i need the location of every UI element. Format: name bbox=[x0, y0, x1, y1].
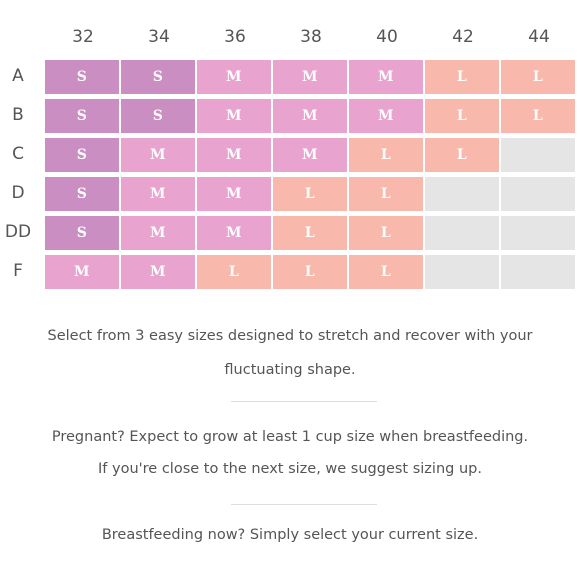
info-line-sizes: Select from 3 easy sizes designed to str… bbox=[47, 328, 533, 344]
size-cell-dd-34: M bbox=[121, 216, 195, 250]
cup-size-a: A bbox=[12, 66, 24, 86]
size-cell-a-34: S bbox=[121, 60, 195, 94]
size-cell-dd-44 bbox=[501, 216, 575, 250]
size-cell-c-34: M bbox=[121, 138, 195, 172]
size-cell-a-36: M bbox=[197, 60, 271, 94]
size-cell-c-36: M bbox=[197, 138, 271, 172]
size-cell-dd-36: M bbox=[197, 216, 271, 250]
size-cell-d-34: M bbox=[121, 177, 195, 211]
cup-size-b: B bbox=[12, 105, 24, 125]
size-cell-f-44 bbox=[501, 255, 575, 289]
band-size-32: 32 bbox=[72, 27, 94, 47]
size-cell-dd-42 bbox=[425, 216, 499, 250]
size-cell-d-44 bbox=[501, 177, 575, 211]
size-cell-f-36: L bbox=[197, 255, 271, 289]
size-cell-b-34: S bbox=[121, 99, 195, 133]
size-cell-b-38: M bbox=[273, 99, 347, 133]
size-cell-b-36: M bbox=[197, 99, 271, 133]
size-cell-c-40: L bbox=[349, 138, 423, 172]
size-cell-d-36: M bbox=[197, 177, 271, 211]
size-cell-a-44: L bbox=[501, 60, 575, 94]
info-line-size-up: If you're close to the next size, we sug… bbox=[98, 461, 482, 477]
band-size-42: 42 bbox=[452, 27, 474, 47]
size-cell-a-38: M bbox=[273, 60, 347, 94]
band-size-34: 34 bbox=[148, 27, 170, 47]
size-cell-b-44: L bbox=[501, 99, 575, 133]
size-cell-d-38: L bbox=[273, 177, 347, 211]
divider bbox=[231, 401, 377, 402]
size-cell-c-32: S bbox=[45, 138, 119, 172]
cup-size-dd: DD bbox=[4, 222, 32, 242]
info-line-breastfeeding: Breastfeeding now? Simply select your cu… bbox=[101, 527, 479, 543]
size-cell-b-32: S bbox=[45, 99, 119, 133]
band-size-36: 36 bbox=[224, 27, 246, 47]
size-cell-dd-32: S bbox=[45, 216, 119, 250]
size-cell-a-42: L bbox=[425, 60, 499, 94]
size-cell-c-42: L bbox=[425, 138, 499, 172]
cup-size-f: F bbox=[13, 261, 23, 281]
band-size-38: 38 bbox=[300, 27, 322, 47]
size-cell-d-40: L bbox=[349, 177, 423, 211]
info-line-pregnant: Pregnant? Expect to grow at least 1 cup … bbox=[51, 429, 529, 445]
size-cell-a-40: M bbox=[349, 60, 423, 94]
info-line-shape: fluctuating shape. bbox=[224, 362, 356, 378]
size-chart: 32 34 36 38 40 42 44 A S S M M M L L B S S M M M L L C S M M M L L D S M… bbox=[4, 27, 575, 289]
divider bbox=[231, 504, 377, 505]
size-cell-c-38: M bbox=[273, 138, 347, 172]
size-cell-f-34: M bbox=[121, 255, 195, 289]
cup-size-c: C bbox=[12, 144, 24, 164]
size-cell-b-40: M bbox=[349, 99, 423, 133]
size-cell-f-38: L bbox=[273, 255, 347, 289]
size-cell-f-40: L bbox=[349, 255, 423, 289]
band-size-40: 40 bbox=[376, 27, 398, 47]
cup-size-d: D bbox=[11, 183, 25, 203]
size-cell-d-32: S bbox=[45, 177, 119, 211]
band-size-44: 44 bbox=[528, 27, 550, 47]
size-cell-dd-40: L bbox=[349, 216, 423, 250]
size-cell-a-32: S bbox=[45, 60, 119, 94]
size-cell-f-32: M bbox=[45, 255, 119, 289]
size-cell-b-42: L bbox=[425, 99, 499, 133]
size-cell-c-44 bbox=[501, 138, 575, 172]
size-cell-dd-38: L bbox=[273, 216, 347, 250]
size-cell-f-42 bbox=[425, 255, 499, 289]
size-cell-d-42 bbox=[425, 177, 499, 211]
